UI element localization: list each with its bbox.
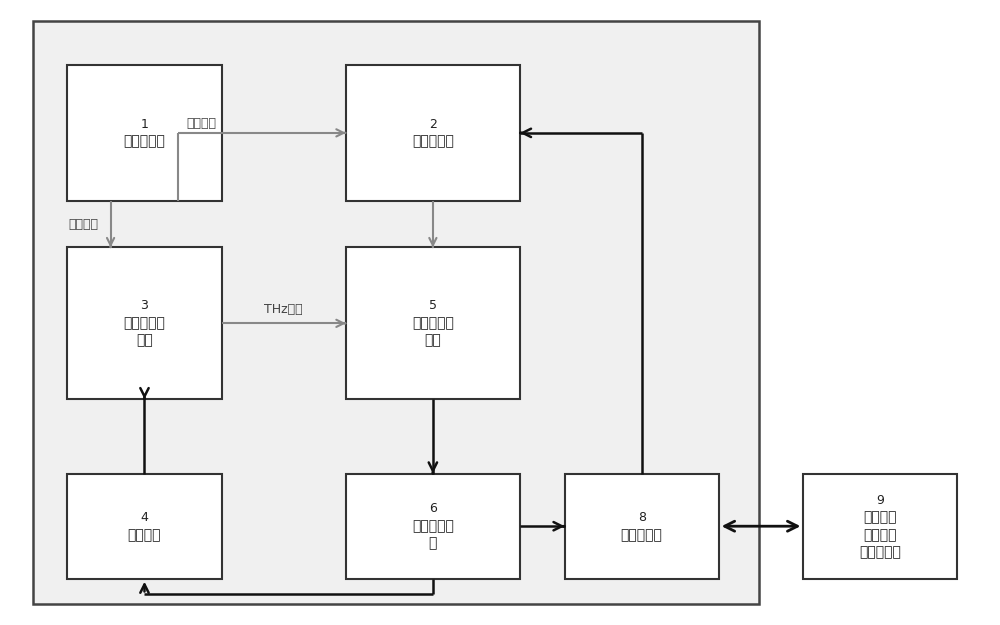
Text: 天线: 天线 xyxy=(136,334,153,348)
Text: 或移动终端: 或移动终端 xyxy=(859,545,901,559)
Bar xyxy=(33,21,759,604)
Bar xyxy=(67,248,222,399)
Text: 块: 块 xyxy=(429,536,437,551)
Text: 光电导接收: 光电导接收 xyxy=(412,316,454,331)
Bar xyxy=(67,65,222,201)
Text: 天线: 天线 xyxy=(424,334,441,348)
Text: 3: 3 xyxy=(141,299,148,312)
Text: 光纤延迟线: 光纤延迟线 xyxy=(412,134,454,149)
Bar xyxy=(346,248,520,399)
Bar xyxy=(67,474,222,579)
Text: 锁相放大模: 锁相放大模 xyxy=(412,519,454,533)
Bar xyxy=(565,474,719,579)
Bar xyxy=(346,65,520,201)
Text: 4: 4 xyxy=(141,511,148,524)
Text: 光电导发射: 光电导发射 xyxy=(124,316,165,331)
Text: 6: 6 xyxy=(429,503,437,516)
Text: 显示终端: 显示终端 xyxy=(864,528,897,542)
Text: 调制偏压: 调制偏压 xyxy=(128,528,161,542)
Text: THz信号: THz信号 xyxy=(264,303,303,316)
Bar xyxy=(803,474,957,579)
Text: 5: 5 xyxy=(429,299,437,312)
Text: 2: 2 xyxy=(429,118,437,131)
Text: 9: 9 xyxy=(876,494,884,507)
Bar xyxy=(346,474,520,579)
Text: 8: 8 xyxy=(638,511,646,524)
Text: 服务器、: 服务器、 xyxy=(864,511,897,524)
Text: 1: 1 xyxy=(141,118,148,131)
Text: 飞秒激光: 飞秒激光 xyxy=(186,117,216,130)
Text: 任务计算机: 任务计算机 xyxy=(621,528,663,542)
Text: 飞秒激光器: 飞秒激光器 xyxy=(124,134,165,149)
Text: 飞秒激光: 飞秒激光 xyxy=(69,217,99,231)
